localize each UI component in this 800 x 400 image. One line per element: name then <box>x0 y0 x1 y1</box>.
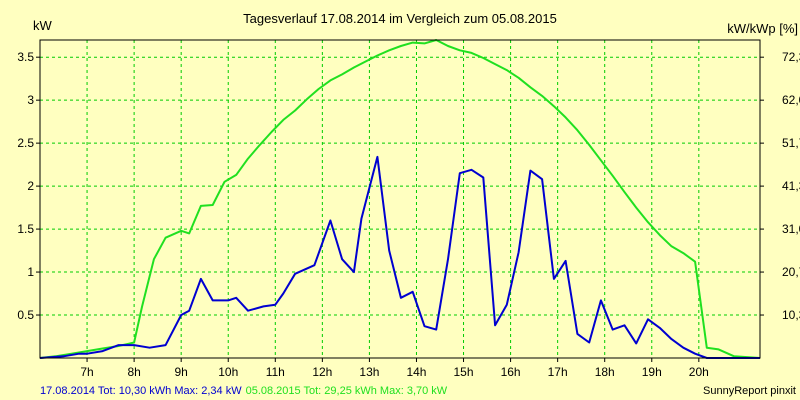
x-tick-label: 18h <box>595 365 615 379</box>
x-tick-label: 20h <box>689 365 709 379</box>
x-tick-label: 15h <box>454 365 474 379</box>
x-tick-label: 13h <box>359 365 379 379</box>
left-axis-unit: kW <box>33 18 53 33</box>
y-tick-label: 0.5 <box>17 308 34 322</box>
x-tick-label: 11h <box>266 365 285 379</box>
y2-tick-label: 72,3 <box>782 50 800 64</box>
y2-tick-label: 10,3 <box>782 308 800 322</box>
y-tick-label: 3 <box>27 93 34 107</box>
x-tick-label: 17h <box>548 365 568 379</box>
y-tick-label: 1 <box>27 265 34 279</box>
x-tick-label: 12h <box>312 365 332 379</box>
x-tick-label: 19h <box>642 365 662 379</box>
x-tick-label: 14h <box>406 365 426 379</box>
footer-series1-summary: 17.08.2014 Tot: 10,30 kWh Max: 2,34 kW <box>40 385 242 397</box>
plot-border <box>39 39 761 359</box>
x-tick-label: 7h <box>80 365 93 379</box>
y2-tick-label: 41,3 <box>782 179 800 193</box>
series-line-1 <box>39 155 760 359</box>
x-tick-label: 16h <box>501 365 521 379</box>
grid <box>40 40 760 358</box>
plot-frame <box>36 39 764 362</box>
y2-tick-label: 20,7 <box>782 265 800 279</box>
x-tick-label: 9h <box>174 365 187 379</box>
y2-tick-label: 62,0 <box>782 93 800 107</box>
y-tick-label: 3.5 <box>17 50 34 64</box>
y2-tick-label: 51,7 <box>782 136 800 150</box>
right-axis-unit: kW/kWp [%] <box>727 21 798 36</box>
x-tick-label: 10h <box>218 365 238 379</box>
chart-title: Tagesverlauf 17.08.2014 im Vergleich zum… <box>243 11 557 26</box>
y-tick-label: 2.5 <box>17 136 34 150</box>
series-layer <box>39 39 761 359</box>
x-tick-label: 8h <box>127 365 140 379</box>
footer-series2-summary: 05.08.2015 Tot: 29,25 kWh Max: 3,70 kW <box>246 385 448 397</box>
y2-tick-label: 31,0 <box>782 222 800 236</box>
series-line-2 <box>39 39 761 359</box>
y-tick-label: 2 <box>27 179 34 193</box>
tick-labels: 7h 8h 9h 10h 11h 12h 13h 14h 15h 16h 17h 18h 19h 20h 0… <box>17 50 800 379</box>
brand-label: SunnyReport pinxit <box>703 385 796 397</box>
y-tick-label: 1.5 <box>17 222 34 236</box>
